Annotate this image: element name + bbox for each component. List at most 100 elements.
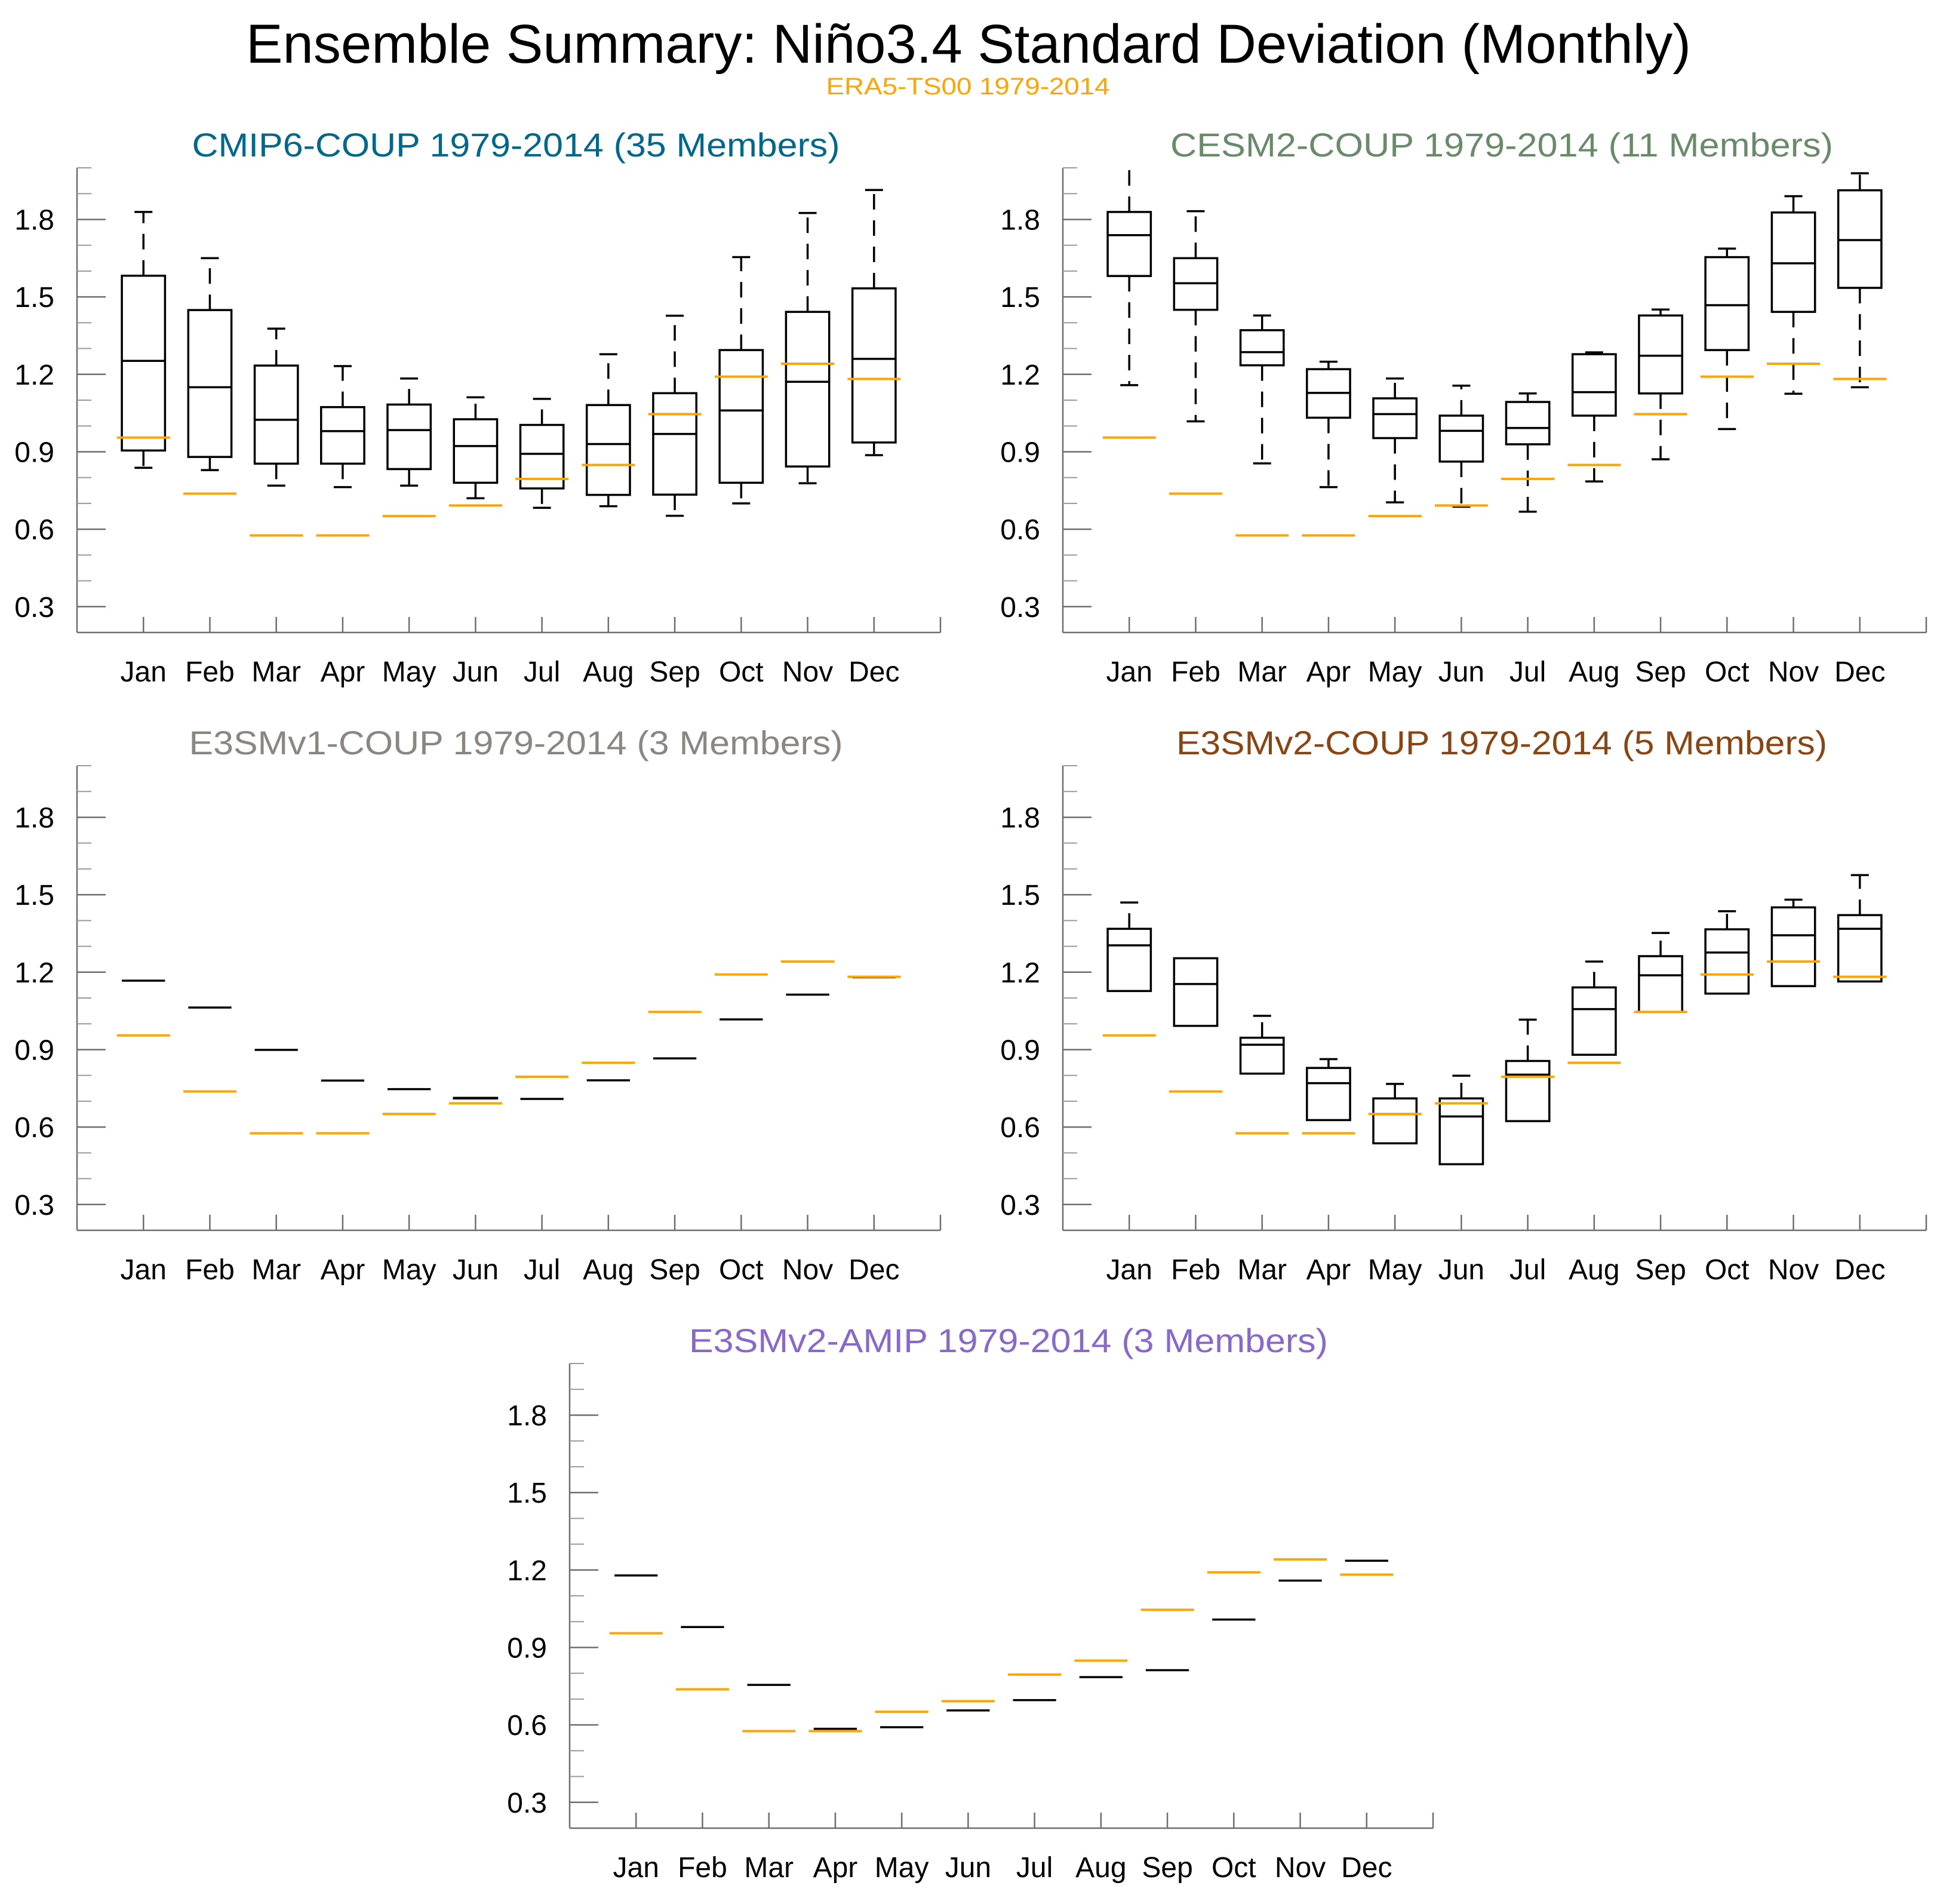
box-jun bbox=[1434, 385, 1488, 508]
box-jul bbox=[515, 1075, 569, 1100]
box-jun bbox=[941, 1700, 995, 1712]
y-tick-label: 0.6 bbox=[1000, 1112, 1040, 1144]
iqr-box bbox=[585, 404, 631, 496]
x-tick-label: Apr bbox=[1306, 656, 1351, 688]
y-tick-label: 0.6 bbox=[14, 1112, 54, 1144]
box-nov bbox=[781, 211, 835, 484]
iqr-box bbox=[1106, 211, 1152, 277]
x-tick-label: Oct bbox=[1705, 1254, 1750, 1286]
iqr-box bbox=[1505, 1060, 1551, 1122]
panel-title: CMIP6-COUP 1979-2014 (35 Members) bbox=[192, 126, 840, 164]
y-tick-label: 1.2 bbox=[507, 1555, 547, 1587]
y-tick-label: 1.8 bbox=[1000, 204, 1040, 236]
box-mar bbox=[250, 327, 303, 537]
x-tick-label: Nov bbox=[782, 1254, 833, 1286]
y-tick-label: 1.8 bbox=[1000, 802, 1040, 834]
y-tick-label: 1.2 bbox=[1000, 360, 1040, 391]
box-may bbox=[382, 1088, 436, 1116]
figure-subtitle: ERA5-TS00 1979-2014 bbox=[826, 73, 1110, 100]
iqr-box bbox=[1638, 314, 1683, 395]
iqr-box bbox=[1438, 414, 1484, 463]
x-tick-label: Jun bbox=[1438, 656, 1484, 688]
box-apr bbox=[808, 1727, 862, 1733]
box-oct bbox=[1700, 247, 1754, 431]
panel-e3smv1-coup: E3SMv1-COUP 1979-2014 (3 Members) 0.3 0.6 0… bbox=[14, 724, 942, 1286]
x-tick-label: Nov bbox=[1275, 1852, 1326, 1884]
iqr-box bbox=[1837, 914, 1883, 983]
box-mar bbox=[1235, 314, 1289, 537]
x-tick-label: Jan bbox=[121, 1254, 167, 1286]
box-oct bbox=[714, 973, 768, 1021]
x-tick-label: Jul bbox=[524, 656, 560, 688]
box-jan bbox=[1102, 901, 1156, 1037]
x-tick-label: Jul bbox=[524, 1254, 560, 1286]
iqr-box bbox=[1770, 906, 1816, 987]
iqr-box bbox=[1239, 1036, 1285, 1075]
y-tick-label: 0.9 bbox=[507, 1632, 547, 1664]
iqr-box bbox=[1505, 401, 1551, 446]
x-tick-label: Jul bbox=[1509, 1254, 1546, 1286]
iqr-box bbox=[1306, 1067, 1351, 1122]
figure-title: Ensemble Summary: Niño3.4 Standard Devia… bbox=[246, 14, 1691, 75]
iqr-box bbox=[1173, 957, 1219, 1027]
y-tick-label: 0.9 bbox=[14, 1034, 54, 1066]
panel-cmip6-coup: CMIP6-COUP 1979-2014 (35 Members) 0.3 0.6 0… bbox=[14, 126, 942, 688]
box-sep bbox=[1634, 932, 1687, 1014]
panel-title: E3SMv2-COUP 1979-2014 (5 Members) bbox=[1176, 724, 1827, 761]
x-tick-label: Sep bbox=[649, 1254, 700, 1286]
y-tick-label: 0.9 bbox=[14, 437, 54, 468]
x-tick-label: Aug bbox=[1569, 656, 1619, 688]
x-tick-label: May bbox=[1368, 656, 1422, 688]
box-dec bbox=[847, 975, 901, 979]
box-jan bbox=[116, 211, 170, 469]
x-tick-label: Aug bbox=[583, 656, 634, 688]
x-tick-label: Dec bbox=[1834, 656, 1885, 688]
x-tick-label: May bbox=[382, 1254, 436, 1286]
x-tick-label: Mar bbox=[251, 656, 301, 688]
x-tick-label: Dec bbox=[1834, 1254, 1885, 1286]
box-nov bbox=[1767, 898, 1821, 987]
x-tick-label: Mar bbox=[1237, 1254, 1287, 1286]
iqr-box bbox=[1704, 928, 1750, 995]
x-tick-label: Aug bbox=[1569, 1254, 1619, 1286]
box-jun bbox=[448, 396, 502, 507]
iqr-box bbox=[1239, 329, 1285, 367]
x-tick-label: Mar bbox=[251, 1254, 301, 1286]
box-jan bbox=[116, 979, 170, 1037]
x-tick-label: Jun bbox=[1438, 1254, 1484, 1286]
x-tick-label: Feb bbox=[1171, 1254, 1220, 1286]
x-tick-label: Feb bbox=[185, 1254, 235, 1286]
y-tick-label: 0.6 bbox=[14, 514, 54, 546]
box-nov bbox=[781, 960, 835, 996]
box-feb bbox=[183, 1006, 236, 1093]
box-oct bbox=[1207, 1571, 1260, 1621]
box-may bbox=[382, 377, 436, 518]
iqr-box bbox=[718, 349, 764, 484]
box-sep bbox=[1140, 1608, 1194, 1672]
panel-e3smv2-coup: E3SMv2-COUP 1979-2014 (5 Members) 0.3 0.6 0… bbox=[1000, 724, 1927, 1286]
iqr-box bbox=[121, 274, 167, 452]
y-tick-label: 0.3 bbox=[507, 1788, 547, 1819]
box-mar bbox=[1235, 1015, 1289, 1135]
box-mar bbox=[250, 1049, 303, 1135]
y-tick-label: 1.5 bbox=[507, 1478, 547, 1509]
box-feb bbox=[675, 1626, 729, 1691]
x-tick-label: Oct bbox=[1705, 656, 1750, 688]
plot-area bbox=[1102, 168, 1887, 537]
x-tick-label: May bbox=[875, 1852, 929, 1884]
box-mar bbox=[742, 1684, 796, 1733]
x-tick-label: Feb bbox=[678, 1852, 727, 1884]
box-oct bbox=[1700, 910, 1754, 995]
box-apr bbox=[316, 1079, 370, 1135]
box-feb bbox=[183, 257, 236, 495]
x-tick-label: Jun bbox=[945, 1852, 991, 1884]
box-feb bbox=[1169, 957, 1222, 1093]
y-tick-label: 1.5 bbox=[1000, 282, 1040, 314]
box-sep bbox=[1634, 308, 1687, 460]
plot-area bbox=[1102, 874, 1887, 1166]
box-jan bbox=[609, 1574, 663, 1635]
x-tick-label: Aug bbox=[1075, 1852, 1126, 1884]
box-jul bbox=[515, 398, 569, 509]
x-tick-label: Oct bbox=[1212, 1852, 1256, 1884]
y-tick-label: 1.8 bbox=[14, 204, 54, 236]
